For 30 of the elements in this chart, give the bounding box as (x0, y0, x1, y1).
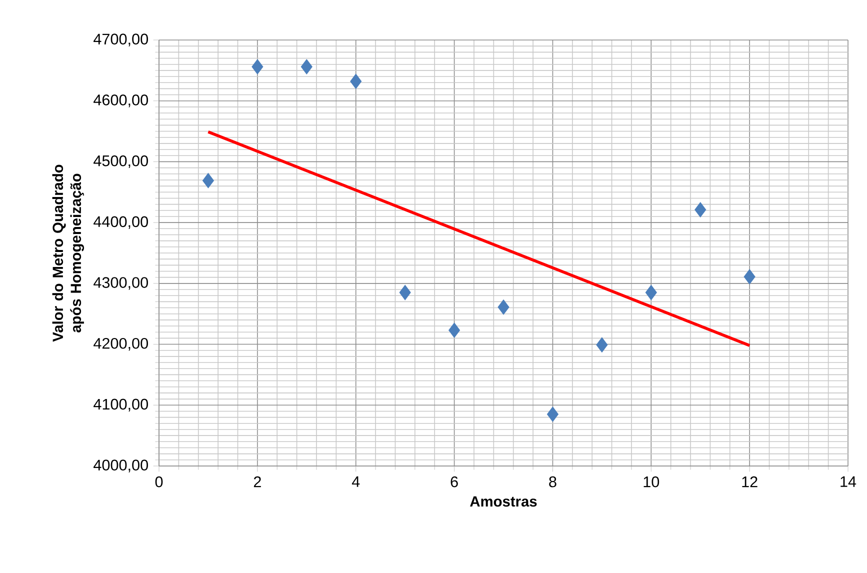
point (399, 284, 411, 300)
point (300, 59, 312, 74)
point (546, 406, 558, 422)
point (744, 269, 756, 284)
point (498, 300, 510, 315)
x-tick-label: 0 (155, 476, 163, 488)
x-tick-label: 2 (254, 476, 261, 488)
y-tick-label: 4500,00 (94, 155, 148, 168)
y-tick-label: 4100,00 (94, 398, 148, 412)
y-tick-label: 4400,00 (94, 216, 148, 229)
point (645, 284, 657, 300)
y-tick-label: 4200,00 (94, 338, 148, 351)
y-tick-label: 4700,00 (94, 34, 148, 46)
x-tick-label: 10 (644, 476, 660, 488)
y-tick-label: 4000,00 (94, 460, 148, 472)
x-tick-label: 14 (840, 476, 856, 487)
x-tick-label: 6 (450, 476, 458, 488)
point (202, 172, 214, 188)
point (694, 202, 706, 218)
point (252, 59, 264, 74)
point (596, 337, 608, 352)
y-tick-label: 4300,00 (94, 277, 148, 290)
x-axis-title: Amostras (470, 496, 537, 507)
y-tick-label: 4600,00 (94, 94, 148, 108)
x-tick-label: 4 (352, 476, 360, 487)
point (448, 322, 460, 338)
y-axis-title: Valor do Metro Quadrado após Homogeneização (52, 164, 84, 342)
x-tick-label: 8 (549, 476, 556, 488)
x-tick-label: 12 (742, 476, 758, 488)
point (350, 74, 362, 89)
